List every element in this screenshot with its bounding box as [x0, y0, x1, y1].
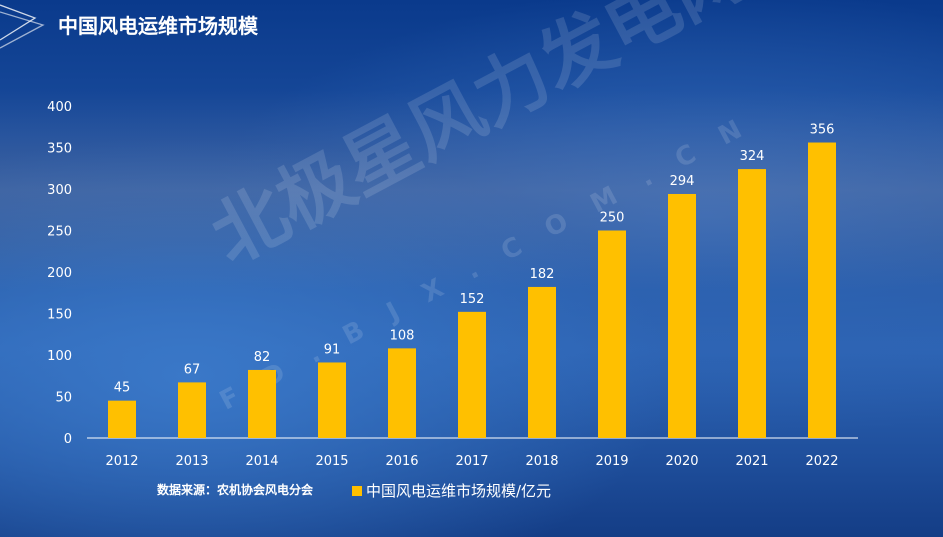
bar: [738, 169, 766, 438]
y-tick-label: 300: [47, 183, 72, 198]
y-tick-label: 200: [47, 266, 72, 281]
bar: [528, 286, 556, 438]
bar: [318, 362, 346, 438]
x-tick-label: 2015: [315, 454, 348, 469]
x-tick-label: 2012: [105, 454, 138, 469]
data-label: 356: [810, 123, 835, 138]
y-tick-label: 50: [55, 391, 72, 406]
bar: [668, 193, 696, 438]
y-tick-label: 0: [64, 432, 72, 447]
x-tick-label: 2020: [665, 454, 698, 469]
x-tick-label: 2022: [805, 454, 838, 469]
data-label: 45: [114, 381, 131, 396]
y-tick-label: 250: [47, 225, 72, 240]
legend-label: 中国风电运维市场规模/亿元: [366, 482, 552, 500]
data-label: 324: [740, 149, 765, 164]
y-tick-label: 150: [47, 308, 72, 323]
data-label: 152: [460, 292, 485, 307]
x-tick-label: 2018: [525, 454, 558, 469]
x-tick-label: 2021: [735, 454, 768, 469]
bar: [108, 400, 136, 438]
bar: [248, 369, 276, 438]
data-label: 108: [390, 328, 415, 343]
y-tick-label: 100: [47, 349, 72, 364]
x-tick-label: 2013: [175, 454, 208, 469]
title-decoration-icon: [0, 4, 45, 49]
legend-swatch: [352, 485, 362, 496]
bar: [598, 230, 626, 438]
y-tick-label: 400: [47, 100, 72, 115]
data-label: 250: [600, 211, 625, 226]
legend: 中国风电运维市场规模/亿元: [352, 480, 551, 501]
y-tick-label: 350: [47, 142, 72, 157]
x-tick-label: 2014: [245, 454, 278, 469]
data-label: 67: [184, 362, 201, 377]
bar: [808, 142, 836, 438]
data-label: 294: [670, 174, 695, 189]
x-tick-label: 2019: [595, 454, 628, 469]
x-tick-label: 2016: [385, 454, 418, 469]
x-tick-label: 2017: [455, 454, 488, 469]
background-haze: [0, 90, 943, 290]
bar: [388, 348, 416, 438]
bar: [458, 311, 486, 438]
bar: [178, 382, 206, 438]
data-label: 91: [324, 342, 341, 357]
data-label: 82: [254, 350, 271, 365]
data-source: 数据来源：农机协会风电分会: [157, 483, 314, 497]
page-title: 中国风电运维市场规模: [58, 14, 258, 38]
data-label: 182: [530, 267, 555, 282]
